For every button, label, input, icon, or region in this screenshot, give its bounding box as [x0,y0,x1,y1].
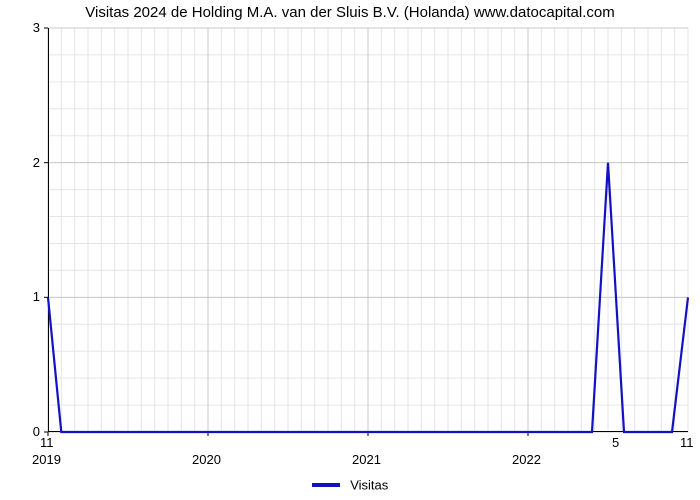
legend-label: Visitas [350,477,388,492]
y-tick-label: 3 [33,20,40,35]
chart-title: Visitas 2024 de Holding M.A. van der Slu… [0,4,700,21]
y-tick-label: 2 [33,155,40,170]
chart-container: Visitas 2024 de Holding M.A. van der Slu… [0,0,700,500]
legend: Visitas [0,476,700,494]
legend-swatch [312,483,340,487]
point-label: 11 [680,435,694,450]
x-tick-label: 2021 [352,452,381,467]
point-label: 11 [40,435,54,450]
x-tick-label: 2022 [512,452,541,467]
y-tick-label: 1 [33,289,40,304]
y-tick-label: 0 [33,424,40,439]
x-tick-label: 2020 [192,452,221,467]
x-tick-label: 2019 [32,452,61,467]
point-label: 5 [612,435,619,450]
plot-area [48,28,688,432]
